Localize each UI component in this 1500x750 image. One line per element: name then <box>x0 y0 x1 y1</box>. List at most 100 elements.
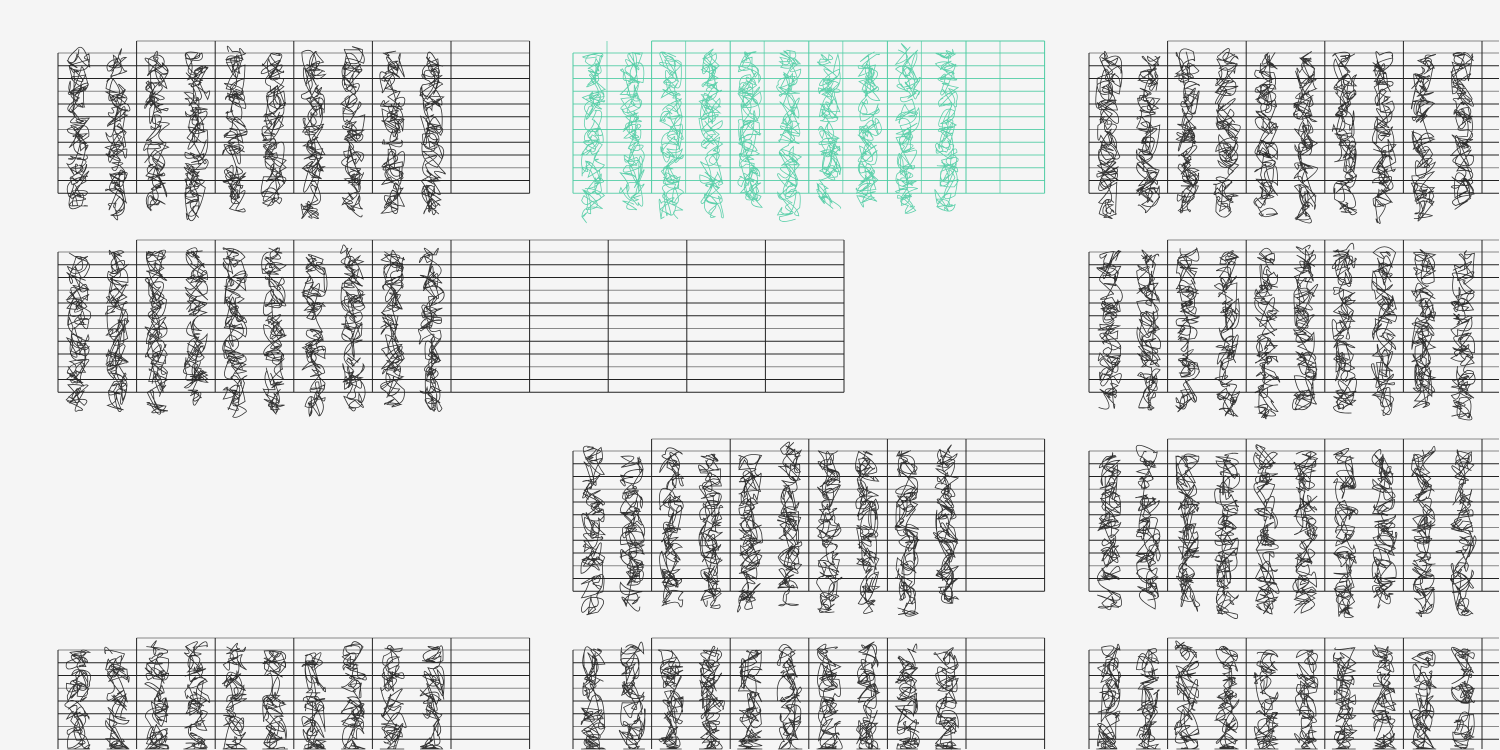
scribble-mark <box>419 51 446 216</box>
scribble-mark <box>1294 649 1319 750</box>
panel <box>572 637 1046 750</box>
scribble-mark <box>856 641 881 750</box>
scribble-mark <box>1292 244 1319 411</box>
scribble-mark <box>1410 53 1437 222</box>
scribble-mark <box>1096 643 1122 750</box>
scribble-mark <box>1253 444 1280 615</box>
scribble-mark <box>816 643 843 750</box>
panel <box>1088 637 1499 750</box>
scribble-mark <box>580 445 606 616</box>
scribble-mark <box>1450 646 1476 750</box>
scribble-mark <box>419 645 445 750</box>
scribble-mark <box>816 450 843 613</box>
scribble-mark <box>340 641 367 750</box>
scribble-mark <box>221 642 248 750</box>
scribble-mark <box>894 643 920 750</box>
scribble-mark <box>1135 444 1161 610</box>
scribble-mark <box>301 652 327 750</box>
scribble-mark <box>698 453 724 609</box>
scribble-mark <box>1253 247 1281 420</box>
scribble-mark <box>1449 250 1476 421</box>
scribble-mark <box>183 51 211 222</box>
scribble-mark <box>260 52 287 208</box>
scribble-mark <box>580 646 607 750</box>
scribble-mark <box>1213 645 1240 750</box>
scribble-mark <box>1293 51 1318 224</box>
scribble-mark <box>1135 55 1161 214</box>
scribble-mark <box>418 247 445 412</box>
scribble-mark <box>580 52 606 224</box>
scribble-mark <box>657 649 684 750</box>
scribble-mark <box>1331 647 1358 750</box>
scribble-mark <box>1411 445 1436 618</box>
scribble-mark <box>262 650 288 750</box>
scribble-mark <box>1409 650 1437 750</box>
scribble-mark <box>1175 453 1201 612</box>
scribble-mark <box>1213 48 1241 218</box>
scribble-mark <box>1292 450 1319 614</box>
scribble-mark <box>1214 250 1240 418</box>
scribble-mark <box>1410 249 1437 409</box>
scribble-mark <box>1449 51 1475 210</box>
scribble-mark <box>1371 51 1397 224</box>
scribble-mark <box>104 646 130 750</box>
scribble-mark <box>183 247 209 406</box>
scribble-mark <box>300 49 327 220</box>
scribble-mark <box>737 454 764 613</box>
scribble-mark <box>855 450 881 614</box>
scribble-mark <box>776 49 803 222</box>
scribble-mark <box>1136 249 1162 411</box>
scribble-mark <box>1449 449 1477 617</box>
scribble-mark <box>340 244 366 412</box>
scribble-mark <box>894 43 921 214</box>
scribble-mark <box>855 51 882 208</box>
scribble-mark <box>65 252 92 412</box>
scribble-mark <box>816 52 842 209</box>
scribble-mark <box>144 249 169 415</box>
scribble-mark <box>104 48 131 221</box>
scribble-mark <box>222 45 249 213</box>
scribble-mark <box>619 52 645 211</box>
scribble-mark <box>619 455 646 612</box>
scribble-mark <box>144 640 170 750</box>
scribble-mark <box>300 254 328 418</box>
panel <box>572 438 1046 617</box>
scribble-mark <box>1097 451 1122 611</box>
scribble-mark <box>658 51 684 220</box>
scribble-mark <box>1332 448 1359 619</box>
panel <box>1088 438 1499 619</box>
panel <box>57 637 531 750</box>
scribble-mark <box>1253 649 1279 750</box>
scribble-mark <box>1095 50 1123 219</box>
scribble-mark <box>1175 246 1201 413</box>
scribble-mark <box>659 447 685 608</box>
scribble-mark <box>737 51 763 208</box>
scribble-mark <box>1096 249 1123 410</box>
scribble-mark <box>64 649 92 750</box>
panel <box>1088 40 1499 224</box>
scribble-mark <box>1331 51 1358 216</box>
scribble-mark <box>932 444 960 604</box>
scribble-mark <box>618 641 646 750</box>
scribble-mark <box>340 46 366 218</box>
scribble-mark <box>1253 52 1279 218</box>
panel <box>1088 239 1499 421</box>
scribble-mark <box>104 249 130 413</box>
scribble-mark <box>1371 644 1397 750</box>
scribble-mark <box>1173 640 1200 750</box>
scribble-mark <box>698 48 724 219</box>
scribble-mark <box>737 649 763 750</box>
scribble-mark <box>379 644 407 750</box>
scribble-mark <box>934 48 960 212</box>
scribble-mark <box>143 50 170 212</box>
scribble-mark <box>379 50 406 215</box>
panel <box>57 40 531 222</box>
scribble-mark <box>777 441 803 607</box>
scribble-mark <box>65 46 91 210</box>
panel <box>572 40 1046 224</box>
scribble-mark <box>261 247 287 415</box>
scribble-mark <box>776 643 803 750</box>
scribble-mark <box>698 645 725 750</box>
scribble-mark <box>933 647 961 750</box>
